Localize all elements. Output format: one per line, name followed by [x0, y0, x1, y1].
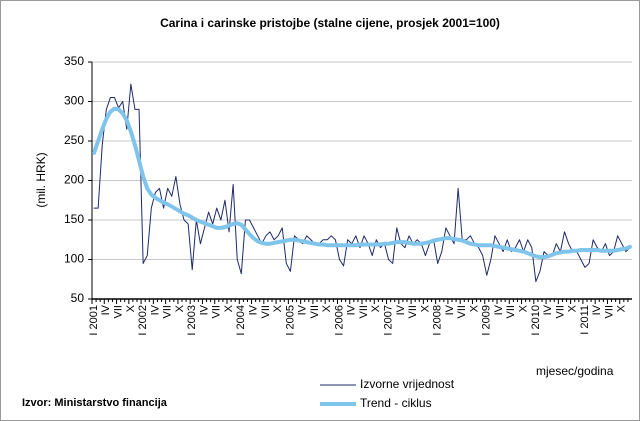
- x-tick-label: X: [517, 304, 529, 312]
- x-tick-label: I 2011: [579, 305, 591, 335]
- x-tick-label: IV: [100, 304, 112, 315]
- x-tick-label: VII: [162, 305, 174, 318]
- x-tick-label: VII: [505, 305, 517, 318]
- x-tick-label: VII: [358, 305, 370, 318]
- source: Izvor: Ministarstvo financija: [22, 397, 168, 409]
- x-tick-label: VII: [456, 305, 468, 318]
- series-line: [92, 106, 632, 260]
- y-tick-label: 200: [64, 173, 84, 187]
- y-tick-label: 50: [71, 291, 85, 305]
- y-tick-label: 250: [64, 133, 84, 147]
- x-tick-label: X: [419, 304, 431, 312]
- x-tick-label: VII: [407, 305, 419, 318]
- x-axis-label: mjesec/godina: [536, 364, 614, 378]
- x-tick-label: I 2004: [235, 305, 247, 336]
- y-tick-label: 300: [64, 94, 84, 108]
- x-tick-label: I 2001: [88, 305, 100, 336]
- x-tick-label: VII: [309, 305, 321, 318]
- x-tick-label: I 2010: [530, 305, 542, 336]
- x-tick-label: X: [567, 304, 579, 312]
- y-axis-label: (mil. HRK): [34, 152, 48, 207]
- x-tick-label: VII: [554, 305, 566, 318]
- x-tick-label: I 2002: [137, 305, 149, 336]
- y-tick-label: 150: [64, 212, 84, 226]
- x-tick-label: IV: [542, 304, 554, 315]
- x-tick-label: VII: [603, 305, 615, 318]
- y-tick-label: 100: [64, 252, 84, 266]
- x-tick-label: IV: [247, 304, 259, 315]
- x-tick-label: IV: [198, 304, 210, 315]
- x-tick-label: I 2003: [186, 305, 198, 336]
- x-tick-label: X: [272, 304, 284, 312]
- legend-label: Trend - ciklus: [360, 396, 432, 410]
- series-line: [93, 83, 631, 283]
- x-tick-label: VII: [112, 305, 124, 318]
- chart-title: Carina i carinske pristojbe (stalne cije…: [160, 16, 500, 30]
- x-tick-label: IV: [591, 304, 603, 315]
- x-tick-label: X: [321, 304, 333, 312]
- x-tick-label: I 2008: [432, 305, 444, 336]
- x-tick-label: X: [223, 304, 235, 312]
- legend-label: Izvorne vrijednost: [360, 377, 455, 391]
- x-tick-label: I 2005: [284, 305, 296, 336]
- x-tick-label: IV: [493, 304, 505, 315]
- y-tick-label: 350: [64, 54, 84, 68]
- x-tick-label: X: [125, 304, 137, 312]
- x-tick-label: I 2006: [333, 305, 345, 336]
- x-tick-label: I 2009: [481, 305, 493, 336]
- x-tick-label: X: [468, 304, 480, 312]
- x-tick-label: IV: [444, 304, 456, 315]
- x-tick-label: X: [174, 304, 186, 312]
- x-tick-label: VII: [211, 305, 223, 318]
- x-tick-label: IV: [297, 304, 309, 315]
- x-tick-label: IV: [149, 304, 161, 315]
- x-tick-label: IV: [395, 304, 407, 315]
- x-tick-label: IV: [346, 304, 358, 315]
- x-tick-label: I 2007: [382, 305, 394, 336]
- x-tick-label: X: [370, 304, 382, 312]
- x-tick-label: VII: [260, 305, 272, 318]
- x-tick-label: X: [616, 304, 628, 312]
